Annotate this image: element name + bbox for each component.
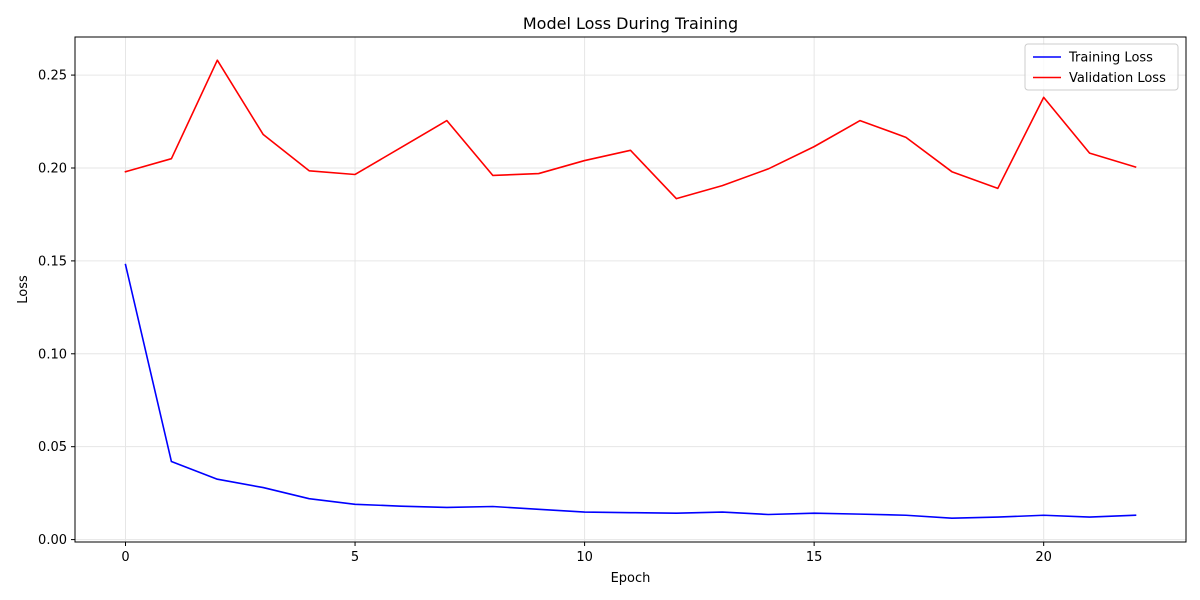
y-tick-label: 0.00 bbox=[38, 533, 67, 548]
series-line-0 bbox=[124, 263, 1137, 520]
y-tick-label: 0.15 bbox=[38, 254, 67, 269]
legend-box bbox=[1024, 43, 1179, 91]
x-axis-ticks: 0 5 10 15 20 bbox=[121, 542, 1052, 565]
legend-label: Validation Loss bbox=[1069, 71, 1166, 86]
x-tick-label: 5 bbox=[351, 550, 359, 565]
grid bbox=[75, 37, 1186, 542]
y-tick-label: 0.05 bbox=[38, 440, 67, 455]
legend-label: Training Loss bbox=[1068, 51, 1153, 66]
y-tick-label: 0.20 bbox=[38, 161, 67, 176]
chart-title: Model Loss During Training bbox=[523, 14, 738, 33]
legend: Training Loss Validation Loss bbox=[1024, 43, 1179, 91]
x-tick-label: 0 bbox=[121, 550, 129, 565]
y-tick-label: 0.25 bbox=[38, 69, 67, 84]
series-line-1 bbox=[124, 59, 1137, 200]
plot-frame bbox=[74, 36, 1187, 543]
x-tick-label: 10 bbox=[576, 550, 593, 565]
y-axis-ticks: 0.00 0.05 0.10 0.15 0.20 0.25 bbox=[38, 69, 75, 548]
y-tick-label: 0.10 bbox=[38, 347, 67, 362]
x-tick-label: 15 bbox=[806, 550, 823, 565]
x-axis-label: Epoch bbox=[611, 571, 651, 586]
x-tick-label: 20 bbox=[1035, 550, 1052, 565]
series-layer bbox=[124, 59, 1137, 520]
y-axis-label: Loss bbox=[16, 275, 31, 304]
